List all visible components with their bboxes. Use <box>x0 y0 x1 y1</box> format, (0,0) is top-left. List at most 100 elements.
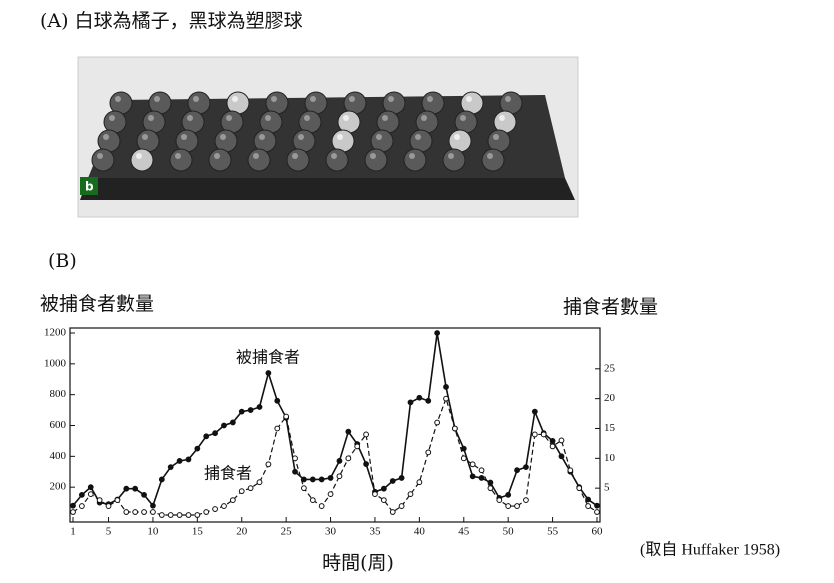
data-point <box>96 497 103 503</box>
ball-shine <box>271 96 277 102</box>
data-point <box>363 461 369 467</box>
data-point <box>380 485 387 492</box>
data-point <box>487 485 494 492</box>
data-point <box>123 485 130 492</box>
data-point <box>416 479 423 486</box>
y-tick-label: 600 <box>50 419 67 431</box>
data-point <box>70 502 76 509</box>
ball-shine <box>331 153 337 159</box>
source: (取自 Huffaker 1958) <box>640 541 780 559</box>
data-point <box>425 449 432 456</box>
data-point <box>567 467 574 474</box>
data-point <box>487 479 494 486</box>
ball-shine <box>499 115 505 121</box>
data-point <box>265 461 272 468</box>
data-point <box>274 425 281 432</box>
data-point <box>594 502 600 509</box>
data-point <box>549 438 556 444</box>
ball-shine <box>427 96 433 102</box>
data-point <box>336 473 343 480</box>
x-tick-label: 10 <box>147 526 159 538</box>
x-tick-label: 45 <box>458 526 470 538</box>
data-point <box>176 458 183 464</box>
data-point <box>469 461 476 468</box>
x-tick-label: 1 <box>70 526 76 538</box>
y2-tick-label: 10 <box>604 452 616 464</box>
data-point <box>70 509 76 515</box>
ball-shine <box>109 115 115 121</box>
ball-shine <box>115 96 121 102</box>
series-line <box>72 396 598 516</box>
data-point <box>558 437 565 444</box>
ball-shine <box>370 153 376 159</box>
ball <box>403 148 427 172</box>
data-point <box>229 419 236 426</box>
data-point <box>318 503 325 509</box>
photo-label: b <box>85 180 94 194</box>
series-line <box>72 332 598 508</box>
ball <box>91 148 115 172</box>
data-point <box>87 491 94 498</box>
data-point <box>114 497 121 503</box>
data-point <box>434 419 441 426</box>
y2-tick-label: 20 <box>604 392 616 404</box>
ball-shine <box>253 153 259 159</box>
ball <box>130 148 154 172</box>
data-point <box>576 485 583 492</box>
data-point <box>425 397 432 404</box>
y2-tick-label: 15 <box>604 422 616 434</box>
x-tick-label: 5 <box>106 526 112 538</box>
ball <box>481 148 505 172</box>
data-point <box>229 497 236 503</box>
data-point <box>478 475 485 481</box>
y-tick-label: 1000 <box>44 357 67 369</box>
data-point <box>540 431 547 438</box>
data-point <box>256 404 263 410</box>
y-tick-label: 1200 <box>44 327 67 339</box>
x-axis-label: 時間(周) <box>322 552 394 574</box>
data-point <box>185 512 192 518</box>
ball-shine <box>343 115 349 121</box>
data-point <box>460 445 467 452</box>
x-tick-label: 40 <box>414 526 426 538</box>
ball-shine <box>298 134 304 140</box>
data-point <box>531 431 538 438</box>
data-point <box>585 496 592 503</box>
data-point <box>594 509 600 515</box>
ball-shine <box>337 134 343 140</box>
data-point <box>167 464 174 471</box>
x-tick-label: 50 <box>503 526 515 538</box>
data-point <box>283 413 290 420</box>
ball-shine <box>142 134 148 140</box>
data-point <box>238 488 245 495</box>
data-point <box>523 464 529 471</box>
data-point <box>505 503 512 509</box>
data-point <box>345 455 352 462</box>
ball-shine <box>382 115 388 121</box>
ball-shine <box>487 153 493 159</box>
ball-shine <box>304 115 310 121</box>
ball-shine <box>460 115 466 121</box>
data-point <box>549 443 556 450</box>
data-point <box>531 408 538 415</box>
data-point <box>256 479 263 486</box>
data-point <box>336 458 343 464</box>
data-point <box>407 399 414 406</box>
data-point <box>309 476 316 483</box>
ball <box>208 148 232 172</box>
data-point <box>585 503 592 509</box>
data-point <box>212 506 219 512</box>
data-point <box>398 475 405 481</box>
photo <box>77 56 579 218</box>
ball <box>325 148 349 172</box>
y-tick-label: 200 <box>50 481 67 493</box>
data-point <box>416 394 423 401</box>
data-point <box>523 497 529 503</box>
data-point <box>318 476 325 483</box>
data-point <box>443 395 449 402</box>
data-point <box>469 473 476 480</box>
ball-shine <box>220 134 226 140</box>
x-tick-label: 20 <box>236 526 248 538</box>
data-point <box>496 497 503 503</box>
ball-shine <box>376 134 382 140</box>
